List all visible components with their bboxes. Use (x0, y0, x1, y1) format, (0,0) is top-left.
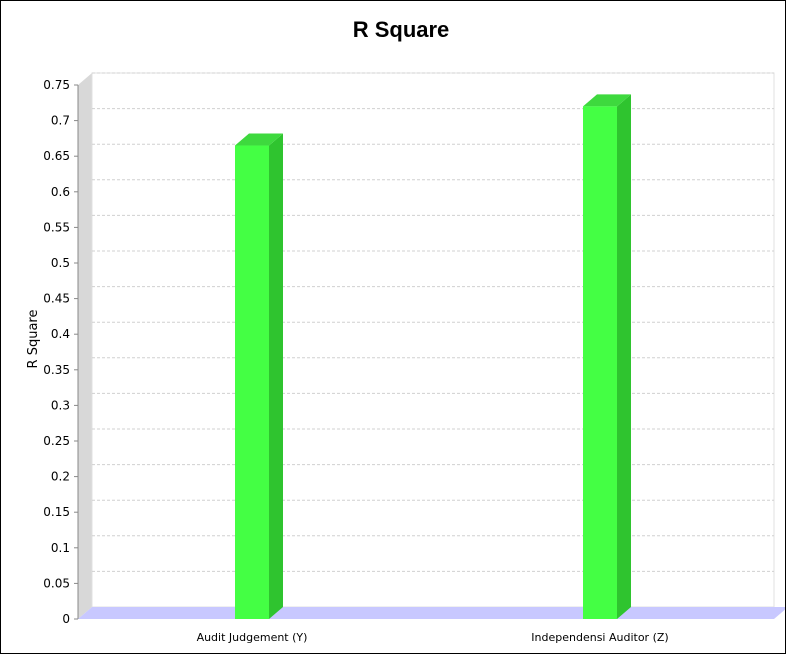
bar-top (235, 133, 283, 146)
plot-left-wall (78, 73, 92, 619)
bar-front (235, 145, 269, 619)
bar (235, 133, 283, 619)
plot-floor (78, 607, 785, 619)
y-tick-label: 0.6 (51, 185, 70, 199)
y-tick-label: 0.3 (51, 398, 70, 412)
y-tick-label: 0.25 (43, 434, 70, 448)
bars (235, 94, 631, 620)
bar-top (583, 94, 631, 107)
y-tick-label: 0.45 (43, 292, 70, 306)
y-tick-label: 0.75 (43, 78, 70, 92)
chart-title: R Square (353, 17, 450, 42)
bar-front (583, 106, 617, 620)
y-tick-label: 0.4 (51, 327, 70, 341)
y-tick-label: 0.7 (51, 114, 70, 128)
x-tick-label: Audit Judgement (Y) (197, 631, 308, 644)
bar-side (269, 133, 283, 619)
gridlines (92, 72, 774, 572)
y-tick-label: 0.65 (43, 149, 70, 163)
y-tick-label: 0.15 (43, 505, 70, 519)
y-tick-label: 0.55 (43, 220, 70, 234)
y-axis-ticks: 0 0.05 0.1 0.15 0.2 0.25 0.3 0.35 0.4 0.45 0.5 0.55… (43, 78, 79, 626)
plot-background (78, 72, 785, 619)
x-axis-labels: Audit Judgement (Y) Independensi Auditor … (197, 631, 669, 644)
y-tick-label: 0.35 (43, 363, 70, 377)
y-tick-label: 0.2 (51, 470, 70, 484)
bar-side (617, 94, 631, 620)
y-tick-label: 0.1 (51, 541, 70, 555)
bar (583, 94, 631, 620)
y-tick-label: 0.5 (51, 256, 70, 270)
y-tick-label: 0.05 (43, 576, 70, 590)
y-tick-label: 0 (62, 612, 70, 626)
y-axis-label: R Square (26, 310, 41, 369)
plot-back-panel (91, 72, 775, 608)
x-tick-label: Independensi Auditor (Z) (531, 631, 668, 644)
